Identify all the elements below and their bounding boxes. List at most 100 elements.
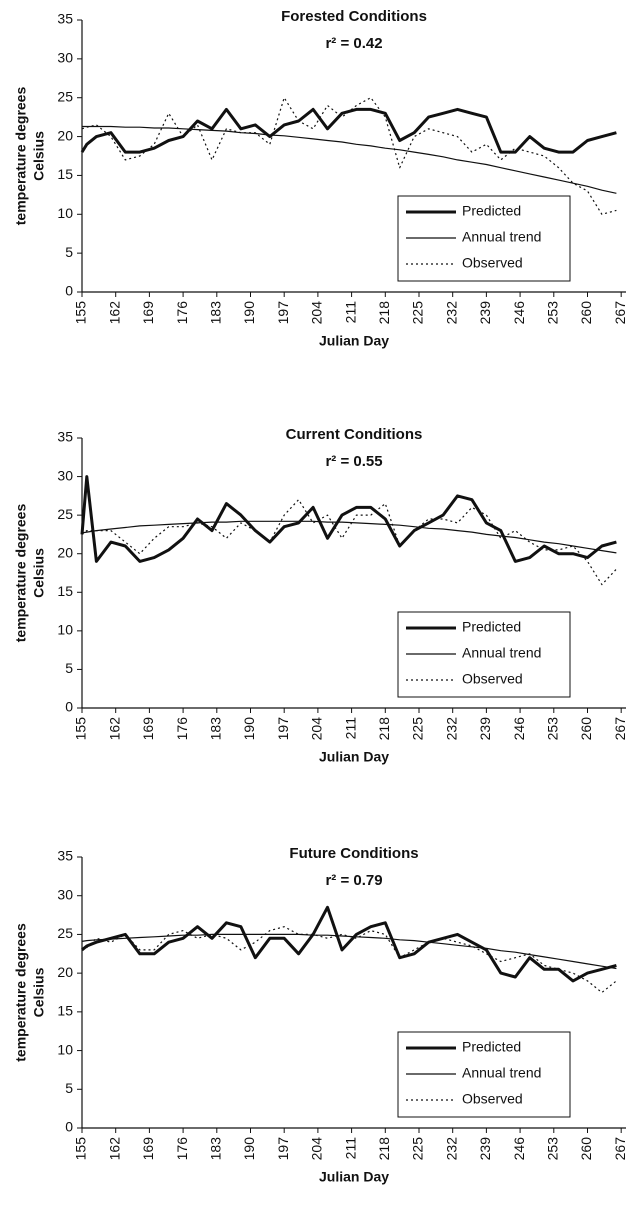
series-line [80, 107, 617, 154]
x-tick-label: 197 [275, 301, 291, 325]
x-tick-label: 239 [477, 717, 493, 741]
y-tick-label: 30 [57, 50, 73, 66]
series-line [81, 926, 617, 994]
x-tick-label: 232 [443, 301, 459, 325]
legend-label: Observed [462, 255, 523, 271]
x-tick-label: 218 [376, 717, 392, 741]
y-tick-label: 15 [57, 583, 73, 599]
y-axis-label: Celsius [31, 548, 47, 598]
legend-label: Annual trend [462, 229, 541, 245]
series-line [81, 905, 617, 983]
y-tick-label: 25 [57, 925, 73, 941]
annotation: r² = 0.55 [325, 453, 382, 470]
x-axis-label: Julian Day [319, 749, 389, 765]
y-tick-label: 15 [57, 1003, 73, 1019]
legend-label: Annual trend [462, 645, 541, 661]
x-axis-label: Julian Day [319, 333, 389, 349]
x-tick-label: 239 [477, 301, 493, 325]
x-tick-label: 267 [612, 1137, 628, 1161]
x-tick-label: 211 [342, 717, 358, 740]
chart-title: Future Conditions [289, 845, 418, 862]
legend-label: Predicted [462, 1039, 521, 1055]
x-tick-label: 246 [511, 1137, 527, 1161]
x-tick-label: 232 [443, 717, 459, 741]
x-tick-label: 253 [544, 301, 560, 325]
x-tick-label: 162 [106, 717, 122, 741]
x-tick-label: 211 [342, 301, 358, 324]
x-tick-label: 155 [73, 717, 89, 741]
x-tick-label: 225 [410, 717, 426, 741]
x-tick-label: 190 [241, 301, 257, 325]
y-tick-label: 35 [57, 429, 73, 445]
y-tick-label: 0 [65, 1119, 73, 1135]
x-tick-label: 267 [612, 301, 628, 325]
y-tick-label: 5 [65, 244, 73, 260]
y-axis-label: Celsius [31, 131, 47, 181]
annotation: r² = 0.79 [325, 872, 382, 889]
legend-label: Observed [462, 1091, 523, 1107]
legend-label: Predicted [462, 203, 521, 219]
x-tick-label: 169 [140, 301, 156, 325]
x-tick-label: 246 [511, 717, 527, 741]
x-tick-label: 176 [174, 301, 190, 325]
y-tick-label: 15 [57, 166, 73, 182]
series-line [81, 97, 617, 215]
x-tick-label: 190 [241, 717, 257, 741]
legend-label: Annual trend [462, 1065, 541, 1081]
x-tick-label: 239 [477, 1137, 493, 1161]
y-tick-label: 5 [65, 660, 73, 676]
x-tick-label: 183 [207, 301, 223, 325]
x-tick-label: 253 [544, 717, 560, 741]
x-tick-label: 183 [207, 1137, 223, 1161]
x-tick-label: 169 [140, 717, 156, 741]
x-tick-label: 204 [309, 301, 325, 325]
x-tick-label: 267 [612, 717, 628, 741]
x-tick-label: 155 [73, 301, 89, 325]
y-tick-label: 30 [57, 886, 73, 902]
x-tick-label: 204 [309, 1137, 325, 1161]
y-tick-label: 0 [65, 699, 73, 715]
x-tick-label: 225 [410, 301, 426, 325]
x-tick-label: 218 [376, 301, 392, 325]
x-tick-label: 225 [410, 1137, 426, 1161]
y-tick-label: 20 [57, 127, 73, 143]
y-tick-label: 5 [65, 1080, 73, 1096]
x-tick-label: 253 [544, 1137, 560, 1161]
y-axis-label: Celsius [31, 967, 47, 1017]
series-line [81, 520, 617, 554]
y-tick-label: 10 [57, 622, 73, 638]
x-axis-label: Julian Day [319, 1169, 389, 1185]
y-tick-label: 35 [57, 11, 73, 27]
x-tick-label: 176 [174, 1137, 190, 1161]
x-tick-label: 260 [578, 717, 594, 741]
x-tick-label: 162 [106, 301, 122, 325]
y-axis-label: temperature degrees [13, 87, 29, 226]
x-tick-label: 204 [309, 717, 325, 741]
series-line [82, 125, 617, 194]
legend-label: Predicted [462, 619, 521, 635]
x-tick-label: 197 [275, 717, 291, 741]
y-tick-label: 25 [57, 88, 73, 104]
x-tick-label: 162 [106, 1137, 122, 1161]
y-tick-label: 10 [57, 205, 73, 221]
y-tick-label: 20 [57, 964, 73, 980]
x-tick-label: 211 [342, 1137, 358, 1160]
y-tick-label: 30 [57, 467, 73, 483]
y-tick-label: 25 [57, 506, 73, 522]
x-tick-label: 190 [241, 1137, 257, 1161]
x-tick-label: 246 [511, 301, 527, 325]
x-tick-label: 260 [578, 301, 594, 325]
y-tick-label: 10 [57, 1041, 73, 1057]
chart-title: Forested Conditions [281, 8, 427, 25]
x-tick-label: 183 [207, 717, 223, 741]
x-tick-label: 232 [443, 1137, 459, 1161]
x-tick-label: 169 [140, 1137, 156, 1161]
x-tick-label: 260 [578, 1137, 594, 1161]
x-tick-label: 176 [174, 717, 190, 741]
x-tick-label: 155 [73, 1137, 89, 1161]
chart-title: Current Conditions [286, 426, 423, 443]
y-tick-label: 0 [65, 283, 73, 299]
y-axis-label: temperature degrees [13, 923, 29, 1062]
series-line [81, 499, 617, 586]
